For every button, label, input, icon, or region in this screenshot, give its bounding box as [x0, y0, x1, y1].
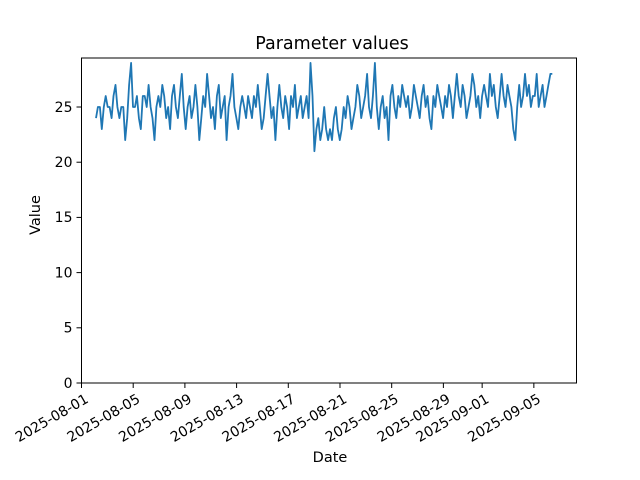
y-tick-label: 20	[55, 155, 73, 171]
y-tick-label: 0	[64, 376, 73, 392]
x-axis-label: Date	[313, 450, 348, 466]
x-axis: 2025-08-012025-08-052025-08-092025-08-13…	[13, 383, 544, 446]
y-tick-label: 25	[55, 100, 73, 116]
y-tick-label: 15	[55, 210, 73, 226]
y-axis: 0 5 10 15 20 25	[55, 100, 82, 392]
chart-title: Parameter values	[255, 34, 409, 54]
plot-area	[81, 57, 577, 384]
y-tick-label: 5	[64, 321, 73, 337]
y-axis-label: Value	[28, 195, 44, 235]
data-line	[95, 62, 553, 153]
y-tick-label: 10	[55, 265, 73, 281]
